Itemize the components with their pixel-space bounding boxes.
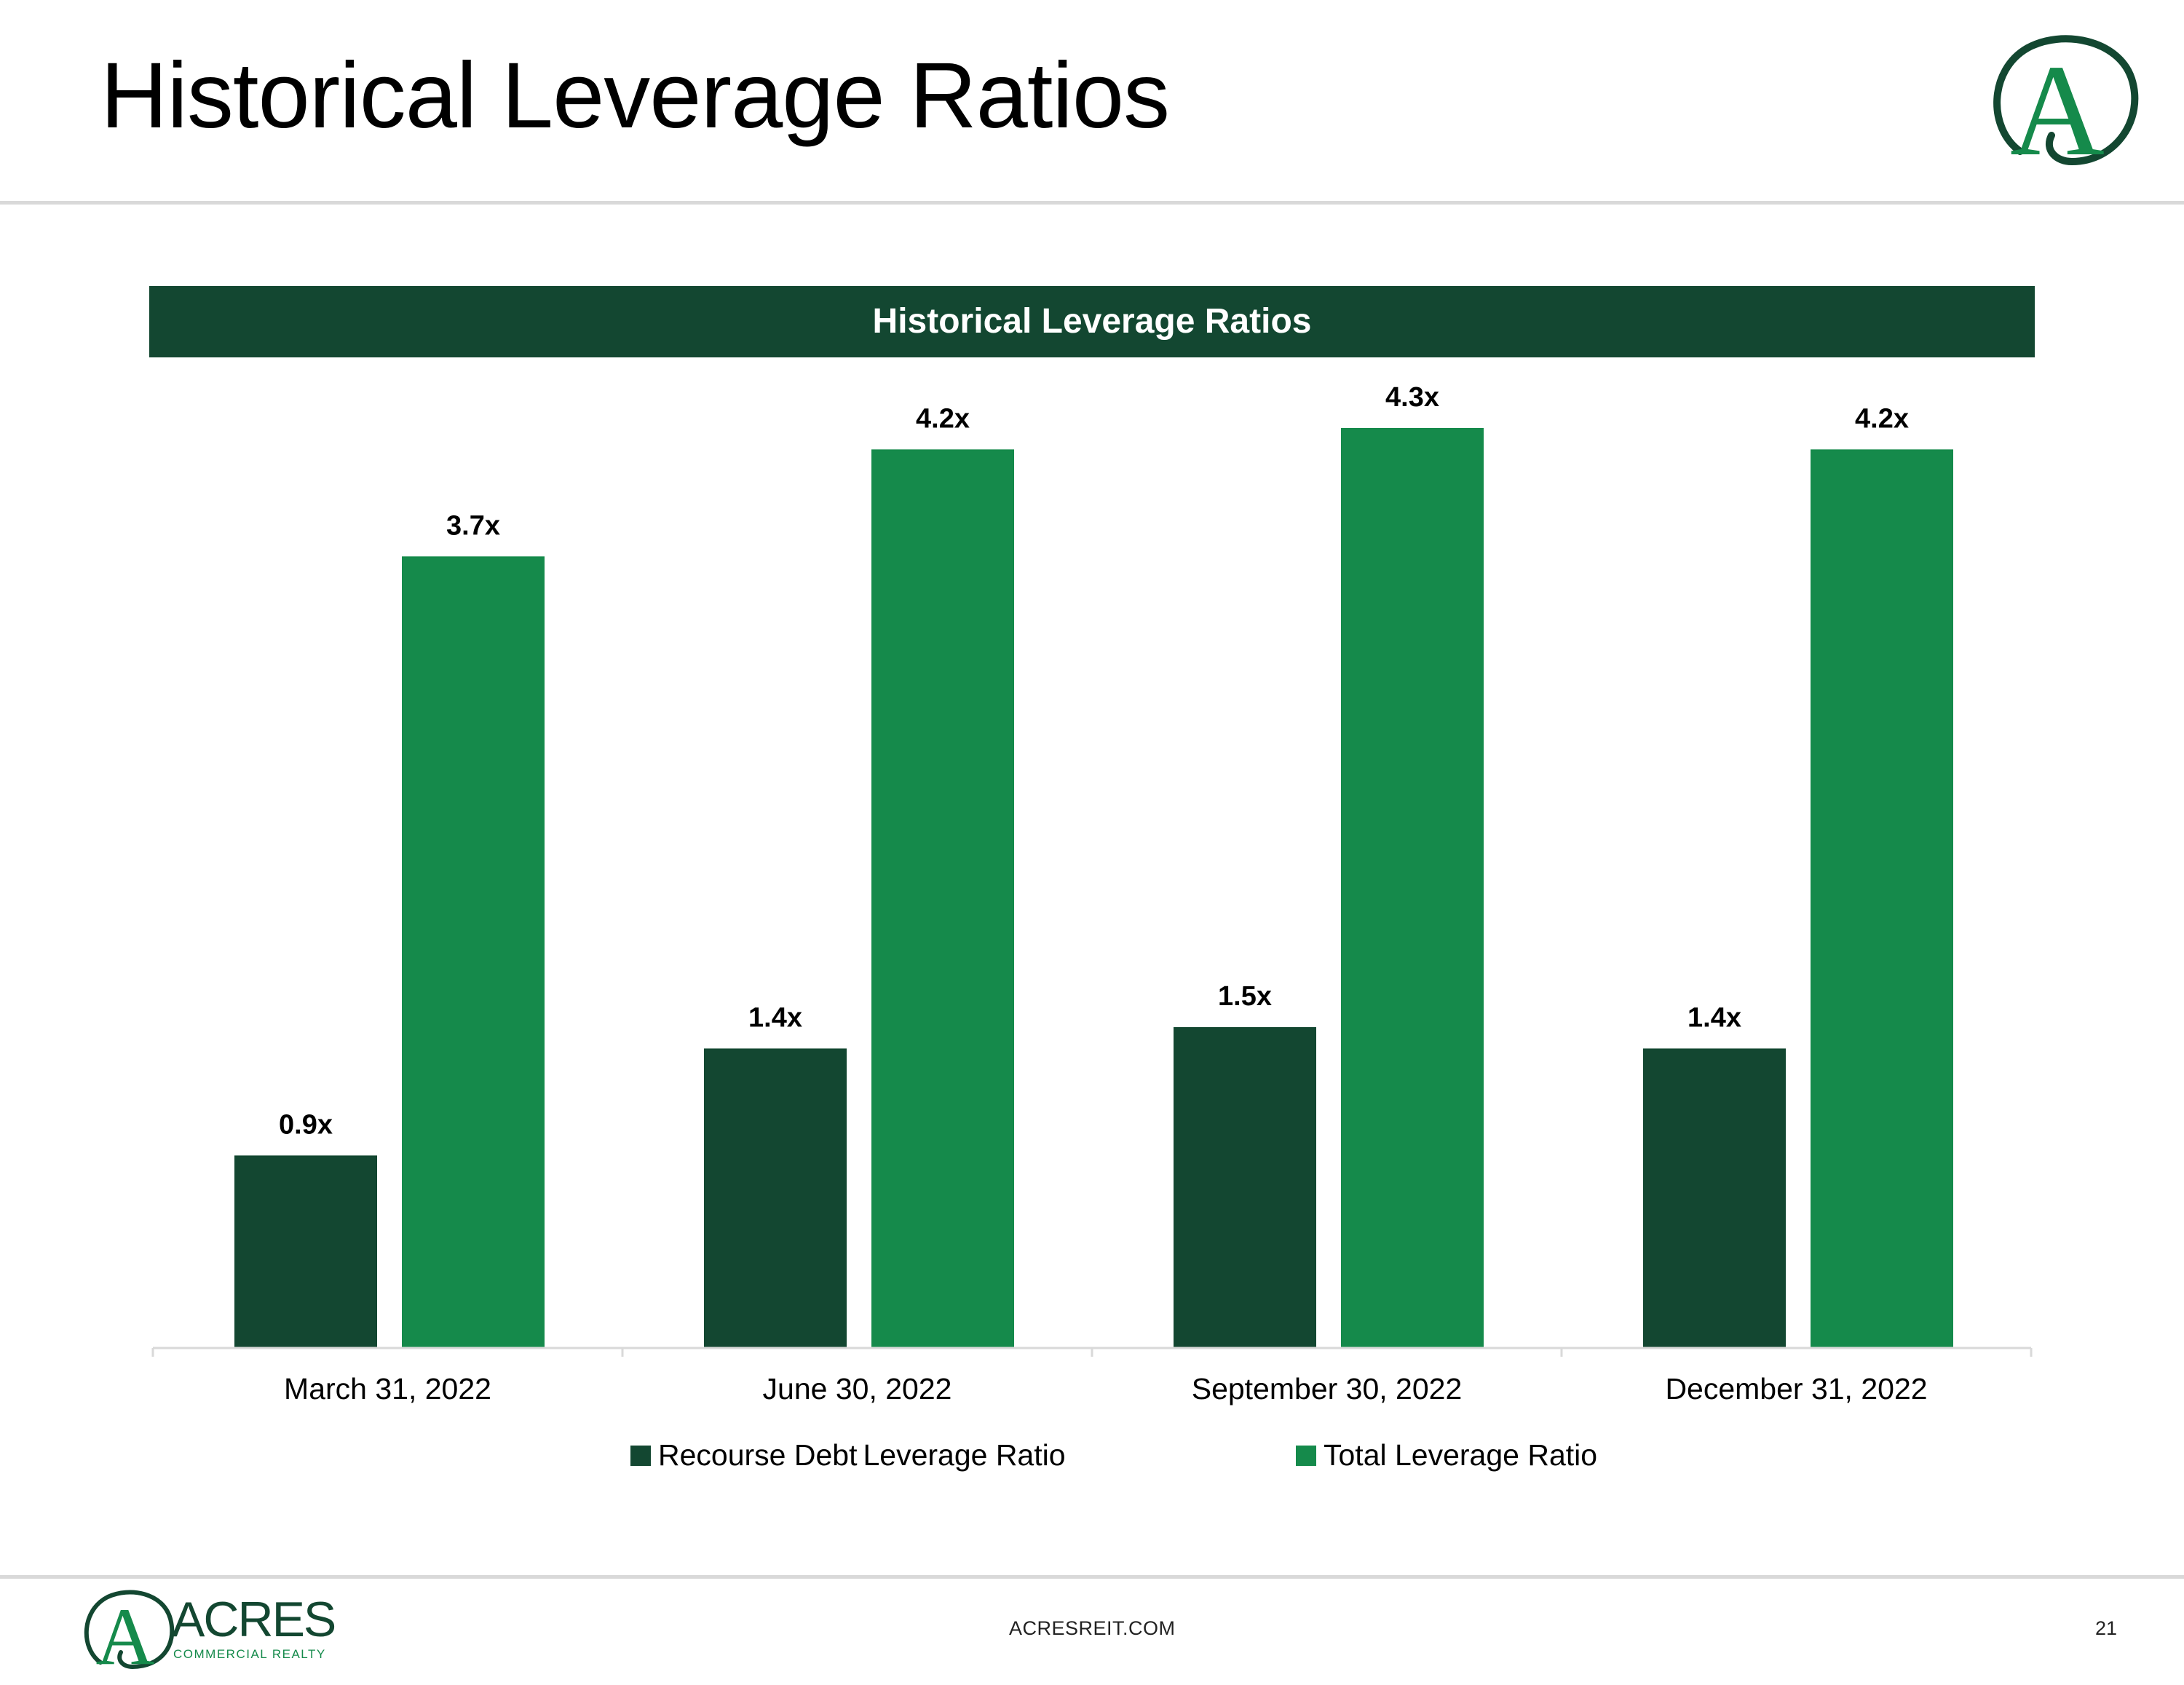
x-tick-label-1: March 31, 2022 [284,1372,491,1406]
legend-swatch-recourse [630,1445,651,1466]
legend-label-total: Total Leverage Ratio [1324,1438,1598,1472]
data-label-recourse-1: 0.9x [279,1109,333,1140]
data-label-recourse-3: 1.5x [1218,981,1272,1012]
x-tick-label-4: December 31, 2022 [1665,1372,1927,1406]
bar-total-4 [1811,449,1953,1349]
footer-logo-tagline: COMMERCIAL REALTY [173,1647,326,1661]
legend-label-recourse-part2: Leverage Ratio [863,1438,1066,1472]
data-label-recourse-2: 1.4x [748,1002,802,1033]
data-label-recourse-4: 1.4x [1688,1002,1741,1033]
footer-logo-monogram: A [96,1592,155,1673]
footer-divider [0,1575,2184,1579]
legend-item-recourse-debt: Recourse Debt Leverage Ratio [630,1438,1066,1472]
acres-logo-icon: A [1993,35,2139,172]
page-number: 21 [2095,1617,2118,1639]
x-tick-label-3: September 30, 2022 [1192,1372,1463,1406]
bar-recourse-1 [234,1155,377,1348]
bar-recourse-3 [1174,1027,1316,1348]
chart-title-banner: Historical Leverage Ratios [149,286,2035,357]
page-title: Historical Leverage Ratios [100,44,1170,148]
logo-monogram: A [2010,38,2105,172]
bar-total-1 [402,556,545,1348]
footer-logo-wordmark: ACRES [172,1592,335,1647]
footer-logo: A ACRES COMMERCIAL REALTY [84,1590,336,1673]
data-label-total-3: 4.3x [1385,382,1439,413]
footer-url: ACRESREIT.COM [1009,1617,1176,1639]
data-label-total-1: 3.7x [446,510,500,541]
data-label-total-4: 4.2x [1855,403,1909,434]
x-tick-label-2: June 30, 2022 [763,1372,952,1406]
bar-recourse-4 [1643,1048,1786,1348]
header-divider [0,201,2184,205]
bar-total-3 [1341,428,1484,1348]
legend-label-recourse-part1: Recourse Debt [658,1438,858,1472]
bar-total-2 [871,449,1014,1349]
legend-item-total-leverage: Total Leverage Ratio [1296,1438,1597,1472]
bar-recourse-2 [704,1048,847,1348]
footer-logo-ring-icon [84,1590,175,1670]
data-label-total-2: 4.2x [916,403,970,434]
legend-swatch-total [1296,1445,1316,1466]
